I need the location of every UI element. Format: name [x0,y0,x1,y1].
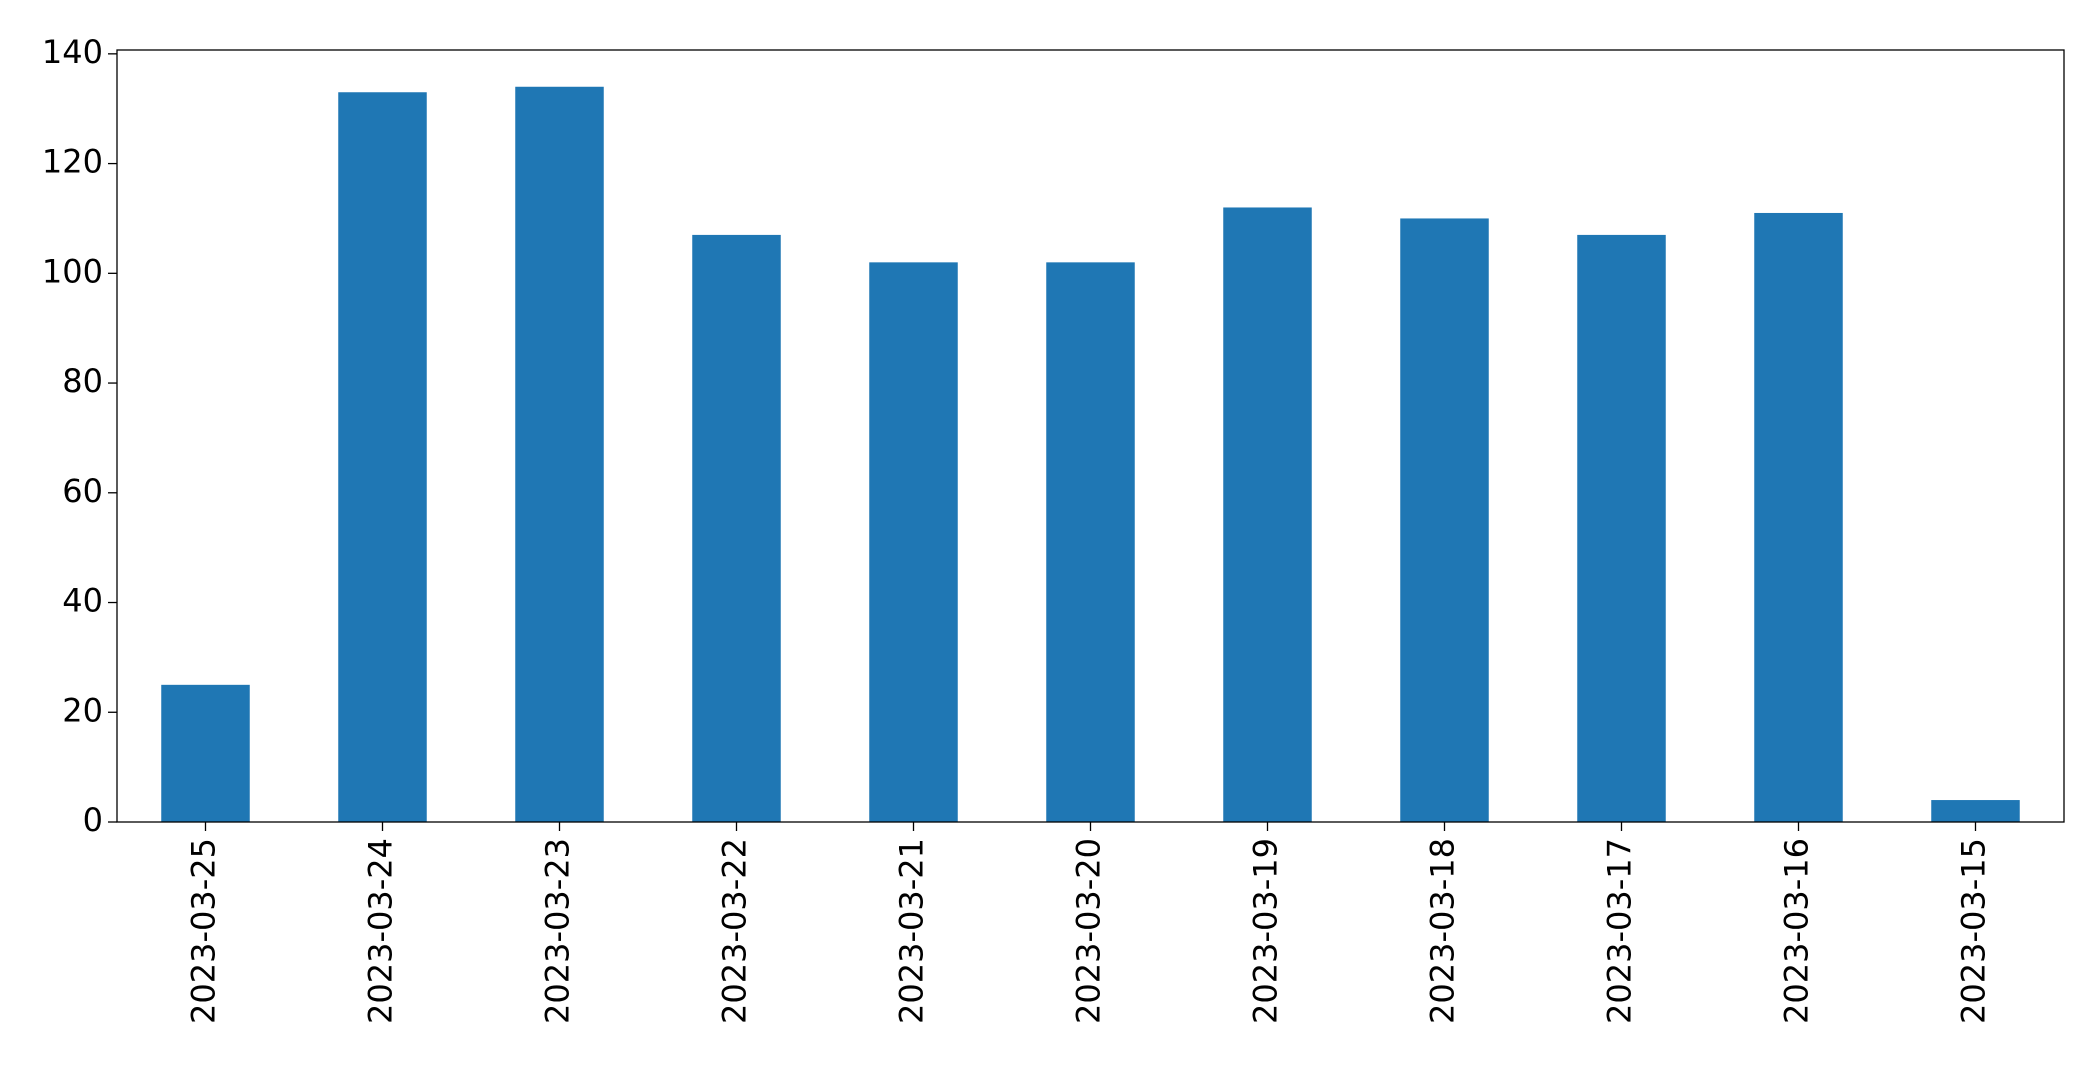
y-tick-label: 140 [42,33,103,71]
bar [161,684,250,822]
y-tick-label: 40 [62,582,103,620]
x-tick-label: 2023-03-19 [1247,838,1285,1024]
y-tick-label: 0 [83,801,103,839]
bar [515,86,604,822]
x-tick-label: 2023-03-25 [185,838,223,1024]
bar [869,262,958,822]
plot-frame [116,49,2065,823]
y-tick-label: 60 [62,472,103,510]
bar [692,234,781,823]
bar [1577,234,1666,823]
x-tick-label: 2023-03-21 [893,838,931,1024]
x-tick-label: 2023-03-24 [362,838,400,1024]
bar [1046,262,1135,822]
y-tick-label: 100 [42,252,103,290]
bar [1754,212,1843,823]
bar [338,92,427,822]
y-tick-label: 80 [62,362,103,400]
x-tick-label: 2023-03-15 [1955,838,1993,1024]
x-tick-label: 2023-03-23 [539,838,577,1024]
bar [1931,800,2020,822]
x-tick-label: 2023-03-17 [1601,838,1639,1024]
bar [1400,218,1489,822]
x-tick-label: 2023-03-22 [716,838,754,1024]
x-tick-label: 2023-03-18 [1424,838,1462,1024]
bar [1223,207,1312,822]
x-tick-label: 2023-03-16 [1778,838,1816,1024]
y-tick-label: 20 [62,691,103,729]
y-tick-label: 120 [42,143,103,181]
x-tick-label: 2023-03-20 [1070,838,1108,1024]
